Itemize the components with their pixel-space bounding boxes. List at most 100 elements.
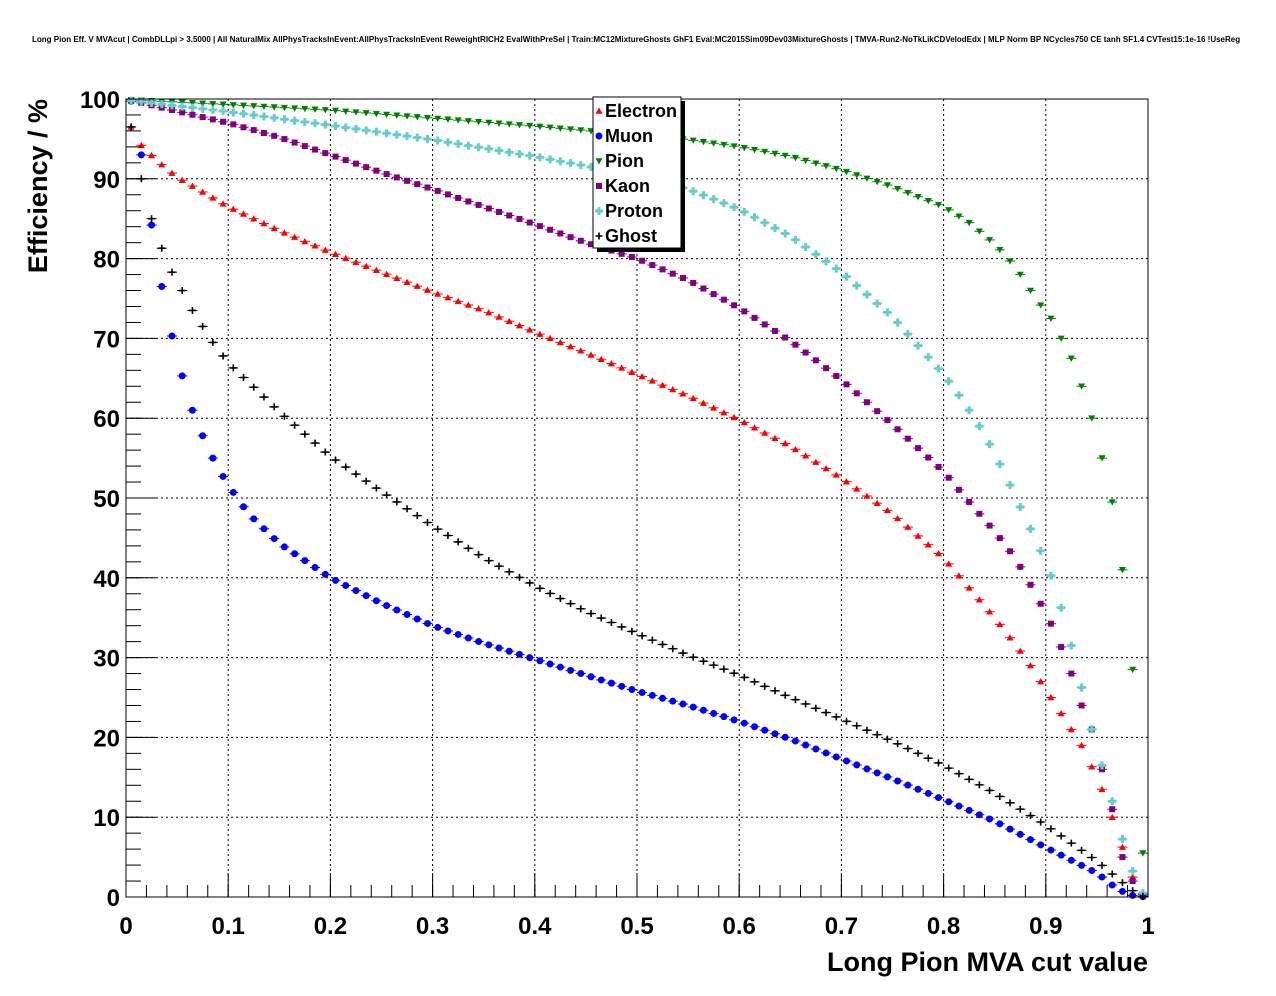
- data-point: [383, 270, 391, 277]
- series-pion: [126, 96, 1148, 857]
- data-point: [536, 223, 543, 230]
- data-point: [352, 470, 360, 478]
- data-point: [280, 104, 288, 112]
- data-point: [1118, 879, 1126, 887]
- data-point: [372, 484, 380, 492]
- data-point: [546, 155, 555, 164]
- data-point: [219, 107, 228, 116]
- data-point: [750, 213, 759, 222]
- data-point: [1047, 825, 1055, 833]
- data-point: [791, 696, 799, 704]
- data-point: [199, 188, 207, 195]
- chart-title: Long Pion Eff. V MVAcut | CombDLLpi > 3.…: [32, 35, 1240, 44]
- data-point: [699, 657, 707, 665]
- data-point: [1129, 666, 1137, 674]
- data-point: [689, 187, 698, 196]
- data-point: [710, 140, 718, 147]
- data-point: [250, 383, 258, 391]
- data-point: [383, 491, 391, 499]
- data-point: [301, 237, 309, 245]
- data-point: [1087, 725, 1096, 734]
- data-point: [393, 174, 400, 181]
- data-point: [618, 364, 626, 371]
- data-point: [1119, 854, 1126, 861]
- data-point: [1118, 887, 1126, 895]
- data-point: [546, 124, 554, 131]
- data-point: [996, 820, 1004, 828]
- data-point: [648, 377, 656, 384]
- data-point: [679, 274, 686, 281]
- data-point: [280, 115, 289, 124]
- data-point: [925, 454, 932, 461]
- data-point: [127, 96, 136, 105]
- data-point: [915, 445, 922, 452]
- data-point: [240, 210, 248, 217]
- data-point: [188, 406, 196, 414]
- data-point: [1108, 870, 1116, 878]
- data-point: [761, 726, 769, 734]
- data-point: [730, 716, 738, 724]
- data-point: [934, 794, 942, 802]
- data-point: [699, 399, 707, 406]
- data-point: [587, 162, 596, 171]
- y-tick-label: 10: [93, 805, 120, 832]
- data-point: [260, 393, 268, 401]
- data-point: [393, 274, 401, 281]
- data-point: [587, 351, 595, 358]
- data-point: [250, 103, 258, 110]
- data-point: [955, 486, 962, 493]
- data-point: [495, 313, 503, 320]
- data-point: [1026, 524, 1035, 533]
- data-point: [209, 194, 217, 201]
- data-point: [536, 657, 544, 665]
- data-point: [996, 535, 1003, 542]
- data-point: [802, 452, 810, 459]
- data-point: [618, 623, 626, 631]
- data-point: [157, 100, 166, 109]
- data-point: [536, 330, 544, 337]
- data-point: [761, 682, 769, 690]
- data-point: [669, 385, 677, 393]
- data-point: [1026, 287, 1034, 295]
- data-point: [1058, 643, 1065, 650]
- data-point: [863, 765, 871, 773]
- data-point: [312, 146, 319, 153]
- data-point: [505, 148, 514, 157]
- data-point: [904, 523, 912, 530]
- data-point: [904, 435, 911, 442]
- data-point: [525, 151, 534, 160]
- data-point: [208, 106, 217, 115]
- data-point: [352, 160, 359, 167]
- data-point: [249, 111, 258, 120]
- y-axis: 0 10 20 30 40 50 60 70 80 90 100: [80, 87, 156, 912]
- data-point: [1067, 725, 1075, 733]
- data-point: [914, 532, 922, 539]
- data-point: [954, 391, 963, 400]
- data-point: [832, 753, 840, 761]
- data-point: [832, 713, 840, 721]
- data-point: [843, 757, 851, 765]
- data-point: [209, 101, 217, 108]
- data-point: [219, 200, 227, 207]
- data-point: [1047, 620, 1054, 627]
- data-point: [965, 406, 974, 415]
- data-point: [986, 237, 994, 244]
- data-point: [1026, 662, 1034, 669]
- y-tick-label: 50: [93, 486, 120, 513]
- data-point: [588, 241, 595, 248]
- data-point: [322, 150, 329, 157]
- data-point: [679, 649, 687, 657]
- data-point: [352, 258, 360, 265]
- x-tick-label: 0.8: [927, 913, 960, 940]
- legend-entry-ghost: Ghost: [595, 226, 657, 246]
- data-point: [853, 485, 861, 492]
- data-point: [771, 434, 779, 442]
- data-point: [188, 306, 196, 314]
- data-point: [505, 121, 513, 128]
- data-point: [444, 627, 452, 635]
- legend-entry-electron: Electron: [595, 101, 677, 121]
- data-point: [556, 125, 564, 132]
- data-point: [996, 247, 1004, 254]
- data-point: [628, 368, 636, 375]
- data-point: [986, 786, 994, 794]
